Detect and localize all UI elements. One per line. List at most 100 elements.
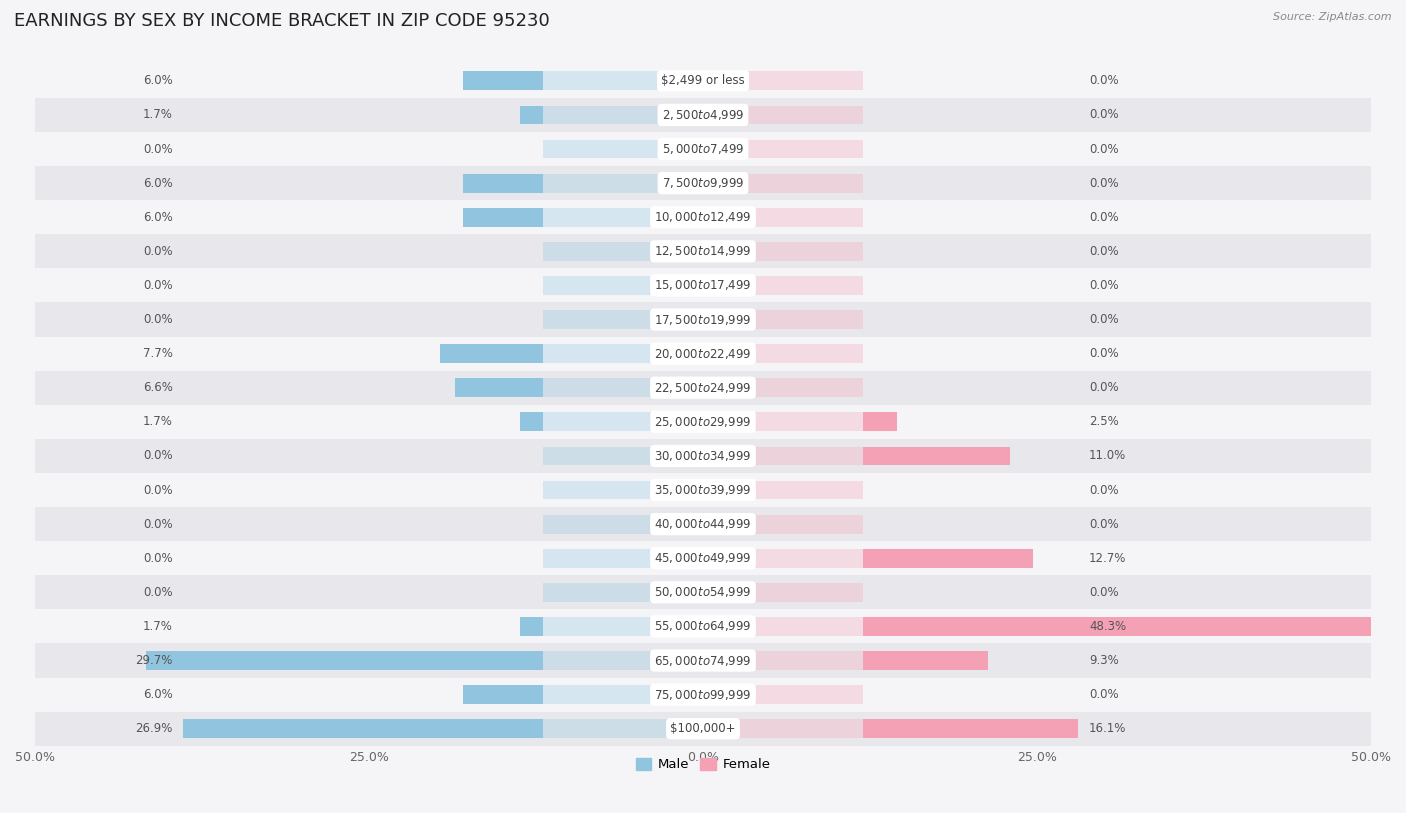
Text: 0.0%: 0.0% bbox=[1090, 518, 1119, 531]
Bar bbox=[703, 651, 863, 670]
Bar bbox=[35, 473, 1371, 507]
Bar bbox=[703, 140, 863, 159]
Bar bbox=[703, 72, 863, 90]
Bar bbox=[35, 507, 1371, 541]
Bar bbox=[543, 412, 703, 431]
Text: 0.0%: 0.0% bbox=[1090, 313, 1119, 326]
Text: $35,000 to $39,999: $35,000 to $39,999 bbox=[654, 483, 752, 497]
Legend: Male, Female: Male, Female bbox=[630, 753, 776, 776]
Text: 48.3%: 48.3% bbox=[1090, 620, 1126, 633]
Text: 0.0%: 0.0% bbox=[1090, 347, 1119, 360]
Bar bbox=[543, 549, 703, 567]
Bar bbox=[703, 720, 863, 738]
Text: 0.0%: 0.0% bbox=[143, 484, 173, 497]
Bar bbox=[35, 63, 1371, 98]
Bar bbox=[543, 276, 703, 295]
Bar bbox=[703, 480, 863, 499]
Bar bbox=[146, 651, 543, 670]
Bar bbox=[543, 515, 703, 533]
Bar bbox=[543, 72, 703, 90]
Bar bbox=[703, 617, 863, 636]
Bar bbox=[543, 208, 703, 227]
Bar bbox=[703, 549, 863, 567]
Text: 6.0%: 6.0% bbox=[143, 211, 173, 224]
Bar bbox=[35, 576, 1371, 610]
Text: 0.0%: 0.0% bbox=[1090, 586, 1119, 599]
Text: $5,000 to $7,499: $5,000 to $7,499 bbox=[662, 142, 744, 156]
Text: 29.7%: 29.7% bbox=[135, 654, 173, 667]
Bar bbox=[454, 378, 543, 397]
Bar bbox=[35, 98, 1371, 132]
Text: 0.0%: 0.0% bbox=[1090, 688, 1119, 701]
Text: 1.7%: 1.7% bbox=[143, 415, 173, 428]
Bar bbox=[35, 405, 1371, 439]
Bar bbox=[35, 610, 1371, 643]
Text: 2.5%: 2.5% bbox=[1090, 415, 1119, 428]
Text: 0.0%: 0.0% bbox=[1090, 245, 1119, 258]
Bar bbox=[703, 174, 863, 193]
Bar bbox=[543, 310, 703, 329]
Bar bbox=[35, 200, 1371, 234]
Bar bbox=[703, 242, 863, 261]
Bar bbox=[543, 720, 703, 738]
Bar bbox=[35, 234, 1371, 268]
Text: $17,500 to $19,999: $17,500 to $19,999 bbox=[654, 312, 752, 327]
Bar bbox=[520, 617, 543, 636]
Text: $2,499 or less: $2,499 or less bbox=[661, 74, 745, 87]
Bar bbox=[543, 242, 703, 261]
Bar bbox=[35, 371, 1371, 405]
Text: $12,500 to $14,999: $12,500 to $14,999 bbox=[654, 245, 752, 259]
Bar bbox=[35, 268, 1371, 302]
Text: 0.0%: 0.0% bbox=[1090, 176, 1119, 189]
Text: 0.0%: 0.0% bbox=[1090, 211, 1119, 224]
Bar bbox=[543, 174, 703, 193]
Text: $75,000 to $99,999: $75,000 to $99,999 bbox=[654, 688, 752, 702]
Text: 12.7%: 12.7% bbox=[1090, 552, 1126, 565]
Bar bbox=[520, 412, 543, 431]
Bar bbox=[463, 208, 543, 227]
Bar bbox=[543, 106, 703, 124]
Text: 6.0%: 6.0% bbox=[143, 688, 173, 701]
Bar bbox=[703, 106, 863, 124]
Bar bbox=[543, 344, 703, 363]
Bar bbox=[35, 337, 1371, 371]
Bar bbox=[35, 302, 1371, 337]
Text: $65,000 to $74,999: $65,000 to $74,999 bbox=[654, 654, 752, 667]
Text: Source: ZipAtlas.com: Source: ZipAtlas.com bbox=[1274, 12, 1392, 22]
Text: 0.0%: 0.0% bbox=[143, 313, 173, 326]
Bar bbox=[543, 140, 703, 159]
Bar bbox=[35, 439, 1371, 473]
Bar bbox=[703, 685, 863, 704]
Bar bbox=[703, 310, 863, 329]
Text: $15,000 to $17,499: $15,000 to $17,499 bbox=[654, 278, 752, 293]
Text: 0.0%: 0.0% bbox=[1090, 74, 1119, 87]
Bar bbox=[35, 643, 1371, 677]
Bar bbox=[703, 344, 863, 363]
Bar bbox=[863, 651, 987, 670]
Bar bbox=[703, 412, 863, 431]
Bar bbox=[35, 711, 1371, 746]
Text: 6.0%: 6.0% bbox=[143, 74, 173, 87]
Text: 0.0%: 0.0% bbox=[1090, 279, 1119, 292]
Text: 0.0%: 0.0% bbox=[143, 142, 173, 155]
Bar bbox=[543, 685, 703, 704]
Text: $10,000 to $12,499: $10,000 to $12,499 bbox=[654, 211, 752, 224]
Bar bbox=[520, 106, 543, 124]
Text: $22,500 to $24,999: $22,500 to $24,999 bbox=[654, 380, 752, 395]
Bar bbox=[703, 583, 863, 602]
Bar bbox=[35, 677, 1371, 711]
Bar bbox=[543, 651, 703, 670]
Bar bbox=[703, 378, 863, 397]
Bar bbox=[183, 720, 543, 738]
Bar bbox=[863, 446, 1011, 465]
Bar bbox=[543, 378, 703, 397]
Text: 16.1%: 16.1% bbox=[1090, 722, 1126, 735]
Bar bbox=[35, 541, 1371, 576]
Text: $45,000 to $49,999: $45,000 to $49,999 bbox=[654, 551, 752, 565]
Bar bbox=[863, 617, 1406, 636]
Bar bbox=[543, 480, 703, 499]
Text: 0.0%: 0.0% bbox=[143, 450, 173, 463]
Text: 0.0%: 0.0% bbox=[143, 586, 173, 599]
Bar bbox=[543, 446, 703, 465]
Text: 0.0%: 0.0% bbox=[1090, 381, 1119, 394]
